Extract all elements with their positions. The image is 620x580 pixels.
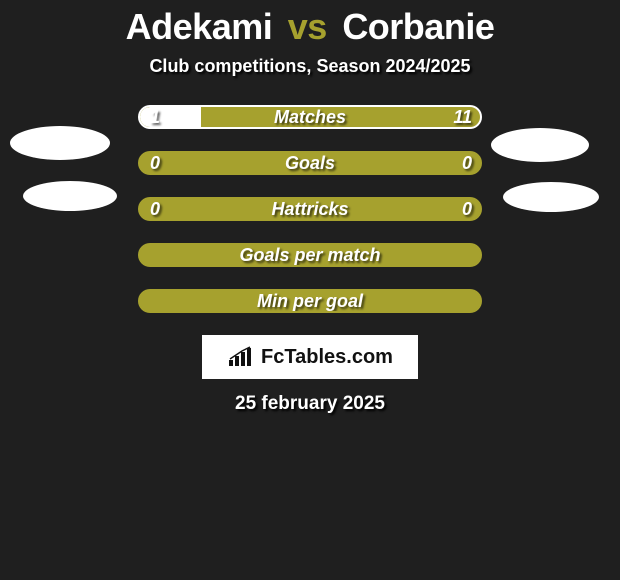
- stat-label: Matches: [140, 107, 480, 127]
- stat-row-hattricks: 0 Hattricks 0: [138, 197, 482, 221]
- vs-text: vs: [288, 6, 327, 47]
- stat-value-right: 0: [462, 153, 472, 173]
- stat-row-goals: 0 Goals 0: [138, 151, 482, 175]
- stat-row-matches: 1 Matches 11: [138, 105, 482, 129]
- footer-logo-text: FcTables.com: [261, 346, 393, 369]
- player1-name: Adekami: [126, 6, 273, 47]
- stat-value-right: 11: [453, 107, 472, 127]
- date-text: 25 february 2025: [0, 393, 620, 415]
- stat-row-goals-per-match: Goals per match: [138, 243, 482, 267]
- team-badge-right-2: [503, 182, 599, 212]
- team-badge-right-1: [491, 128, 589, 162]
- stat-label: Goals per match: [140, 245, 480, 265]
- stat-value-right: 0: [462, 199, 472, 219]
- stats-container: 1 Matches 11 0 Goals 0 0 Hattricks 0 Goa…: [138, 105, 482, 313]
- stat-label: Hattricks: [140, 199, 480, 219]
- stat-label: Goals: [140, 153, 480, 173]
- stat-row-min-per-goal: Min per goal: [138, 289, 482, 313]
- stat-label: Min per goal: [140, 291, 480, 311]
- subtitle: Club competitions, Season 2024/2025: [0, 56, 620, 77]
- footer-logo-box: FcTables.com: [202, 335, 418, 379]
- team-badge-left-1: [10, 126, 110, 160]
- comparison-title: Adekami vs Corbanie: [0, 6, 620, 48]
- team-badge-left-2: [23, 181, 117, 211]
- bar-chart-icon: [227, 346, 255, 368]
- player2-name: Corbanie: [342, 6, 494, 47]
